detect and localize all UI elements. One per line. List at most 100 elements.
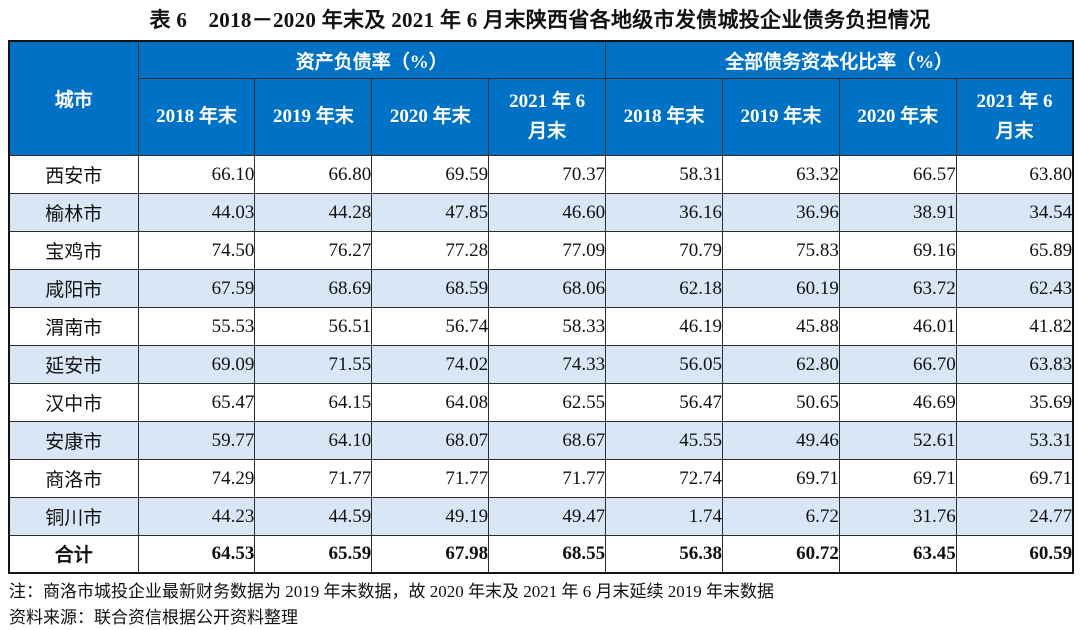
table-header: 城市 资产负债率（%） 全部债务资本化比率（%） 2018 年末 2019 年末 2… (8, 40, 1074, 156)
note-line: 注：商洛市城投企业最新财务数据为 2019 年末数据，故 2020 年末及 20… (9, 581, 774, 601)
value-cell: 63.80 (955, 155, 1074, 194)
value-cell: 65.47 (137, 383, 256, 422)
value-cell: 69.71 (955, 459, 1074, 498)
table-row: 渭南市 55.53 56.51 56.74 58.33 46.19 45.88 46.01 41… (8, 307, 1074, 346)
value-cell: 31.76 (838, 497, 957, 536)
debt-burden-table: 城市 资产负债率（%） 全部债务资本化比率（%） 2018 年末 2019 年末 2… (8, 40, 1075, 574)
column-header-period: 2018 年末 (605, 78, 723, 156)
value-cell: 75.83 (721, 231, 840, 270)
city-cell: 合计 (8, 535, 139, 573)
value-cell: 72.74 (605, 459, 723, 498)
table-row: 安康市 59.77 64.10 68.07 68.67 45.55 49.46 52.61 53… (8, 421, 1074, 460)
value-cell: 77.09 (488, 231, 607, 270)
city-cell: 西安市 (8, 155, 139, 194)
value-cell: 77.28 (371, 231, 490, 270)
value-cell: 74.02 (371, 345, 490, 384)
value-cell: 71.77 (254, 459, 373, 498)
value-cell: 69.59 (371, 155, 490, 194)
table-row: 西安市 66.10 66.80 69.59 70.37 58.31 63.32 66.57 63… (8, 155, 1074, 194)
value-cell: 76.27 (254, 231, 373, 270)
group-header-asset-liability-ratio: 资产负债率（%） (137, 40, 607, 79)
value-cell: 38.91 (838, 193, 957, 232)
value-cell: 36.96 (721, 193, 840, 232)
value-cell: 71.77 (371, 459, 490, 498)
value-cell: 62.80 (721, 345, 840, 384)
value-cell: 46.69 (838, 383, 957, 422)
value-cell: 70.37 (488, 155, 607, 194)
value-cell: 66.57 (838, 155, 957, 194)
column-header-period: 2021 年 6 月末 (488, 78, 607, 156)
value-cell: 68.55 (488, 535, 607, 573)
value-cell: 60.19 (721, 269, 840, 308)
value-cell: 55.53 (137, 307, 256, 346)
table-row: 商洛市 74.29 71.77 71.77 71.77 72.74 69.71 69.71 69… (8, 459, 1074, 498)
city-cell: 延安市 (8, 345, 139, 384)
column-header-period: 2020 年末 (838, 78, 957, 156)
city-cell: 渭南市 (8, 307, 139, 346)
value-cell: 24.77 (955, 497, 1074, 536)
value-cell: 45.55 (605, 421, 723, 460)
value-cell: 47.85 (371, 193, 490, 232)
value-cell: 66.70 (838, 345, 957, 384)
value-cell: 56.47 (605, 383, 723, 422)
value-cell: 69.09 (137, 345, 256, 384)
value-cell: 67.98 (371, 535, 490, 573)
value-cell: 71.55 (254, 345, 373, 384)
value-cell: 46.60 (488, 193, 607, 232)
corner-header-city: 城市 (8, 40, 139, 156)
table-row: 汉中市 65.47 64.15 64.08 62.55 56.47 50.65 46.69 35… (8, 383, 1074, 422)
source-line: 资料来源：联合资信根据公开资料整理 (9, 607, 298, 627)
value-cell: 60.72 (721, 535, 840, 573)
value-cell: 56.38 (605, 535, 723, 573)
value-cell: 63.32 (721, 155, 840, 194)
group-header-debt-capitalization-ratio: 全部债务资本化比率（%） (605, 40, 1074, 79)
column-header-period: 2021 年 6 月末 (955, 78, 1074, 156)
value-cell: 41.82 (955, 307, 1074, 346)
column-header-period: 2019 年末 (721, 78, 840, 156)
value-cell: 65.59 (254, 535, 373, 573)
value-cell: 56.05 (605, 345, 723, 384)
table-title: 表 6 2018－2020 年末及 2021 年 6 月末陕西省各地级市发债城投… (149, 8, 931, 32)
value-cell: 35.69 (955, 383, 1074, 422)
city-cell: 安康市 (8, 421, 139, 460)
value-cell: 50.65 (721, 383, 840, 422)
value-cell: 59.77 (137, 421, 256, 460)
value-cell: 46.01 (838, 307, 957, 346)
table-row: 延安市 69.09 71.55 74.02 74.33 56.05 62.80 66.70 63… (8, 345, 1074, 384)
value-cell: 6.72 (721, 497, 840, 536)
city-cell: 宝鸡市 (8, 231, 139, 270)
value-cell: 69.71 (838, 459, 957, 498)
table-row: 咸阳市 67.59 68.69 68.59 68.06 62.18 60.19 63.72 62… (8, 269, 1074, 308)
column-header-period: 2018 年末 (137, 78, 256, 156)
value-cell: 49.47 (488, 497, 607, 536)
city-cell: 咸阳市 (8, 269, 139, 308)
value-cell: 56.51 (254, 307, 373, 346)
value-cell: 1.74 (605, 497, 723, 536)
value-cell: 68.59 (371, 269, 490, 308)
value-cell: 74.33 (488, 345, 607, 384)
value-cell: 63.83 (955, 345, 1074, 384)
city-cell: 商洛市 (8, 459, 139, 498)
value-cell: 67.59 (137, 269, 256, 308)
value-cell: 70.79 (605, 231, 723, 270)
column-header-period: 2020 年末 (371, 78, 490, 156)
value-cell: 49.46 (721, 421, 840, 460)
value-cell: 64.08 (371, 383, 490, 422)
table-row-total: 合计 64.53 65.59 67.98 68.55 56.38 60.72 63.45 60.… (8, 535, 1074, 573)
table-row: 宝鸡市 74.50 76.27 77.28 77.09 70.79 75.83 69.16 65… (8, 231, 1074, 270)
value-cell: 65.89 (955, 231, 1074, 270)
value-cell: 64.53 (137, 535, 256, 573)
group-header-row: 城市 资产负债率（%） 全部债务资本化比率（%） (8, 40, 1074, 156)
value-cell: 44.23 (137, 497, 256, 536)
value-cell: 60.59 (955, 535, 1074, 573)
value-cell: 71.77 (488, 459, 607, 498)
table-row: 铜川市 44.23 44.59 49.19 49.47 1.74 6.72 31.76 24.7… (8, 497, 1074, 536)
value-cell: 34.54 (955, 193, 1074, 232)
value-cell: 58.31 (605, 155, 723, 194)
city-cell: 榆林市 (8, 193, 139, 232)
value-cell: 68.67 (488, 421, 607, 460)
value-cell: 66.10 (137, 155, 256, 194)
subheader-row: 2018 年末 2019 年末 2020 年末 2021 年 6 月末 2018 年末 2… (9, 78, 1074, 156)
value-cell: 36.16 (605, 193, 723, 232)
